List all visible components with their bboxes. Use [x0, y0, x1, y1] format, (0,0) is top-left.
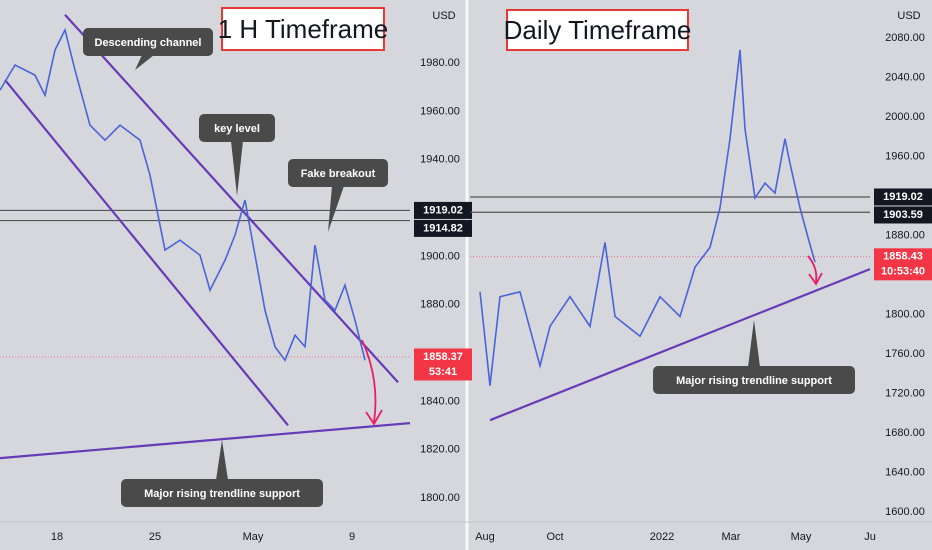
y-tick-label: 1940.00 — [420, 154, 460, 166]
x-tick-label: Ju — [864, 531, 876, 543]
callout-box — [653, 366, 855, 394]
price-tag-label: 1858.37 — [423, 351, 463, 363]
projection-arrow — [361, 339, 383, 426]
chart-title: Daily Timeframe — [504, 15, 692, 45]
callout-box — [121, 479, 323, 507]
callout-text: Major rising trendline support — [676, 375, 832, 387]
x-tick-label: Aug — [475, 531, 495, 543]
y-tick-label: 1820.00 — [420, 444, 460, 456]
price-tag — [414, 348, 472, 381]
x-tick-label: May — [243, 531, 264, 543]
chart-title: 1 H Timeframe — [218, 14, 389, 44]
y-axis-unit: USD — [897, 10, 920, 22]
x-tick-label: 25 — [149, 531, 161, 543]
callout-box — [288, 159, 388, 187]
x-tick-label: 9 — [349, 531, 355, 543]
price-tag — [414, 219, 472, 237]
y-tick-label: 1980.00 — [420, 57, 460, 69]
callout-pointer — [135, 55, 154, 70]
x-tick-label: Oct — [546, 531, 563, 543]
callout-text: Major rising trendline support — [144, 488, 300, 500]
callout-box — [83, 28, 213, 56]
price-tag-label: 1858.43 — [883, 251, 923, 263]
title-box — [506, 9, 689, 51]
price-tag — [874, 188, 932, 206]
title-box — [221, 7, 385, 51]
callout-text: key level — [214, 123, 260, 135]
y-tick-label: 1960.00 — [420, 105, 460, 117]
y-tick-label: 2080.00 — [885, 32, 925, 44]
price-line — [0, 27, 366, 362]
trend-line — [0, 422, 411, 460]
price-tag — [414, 201, 472, 219]
y-tick-label: 1680.00 — [885, 427, 925, 439]
price-tag — [874, 206, 932, 224]
price-tag-label: 1919.02 — [883, 191, 923, 203]
y-tick-label: 2000.00 — [885, 111, 925, 123]
y-tick-label: 1880.00 — [885, 229, 925, 241]
y-tick-label: 1800.00 — [885, 308, 925, 320]
callout-pointer — [216, 440, 228, 480]
price-tag-label: 1903.59 — [883, 209, 923, 221]
y-tick-label: 2040.00 — [885, 71, 925, 83]
callout-text: Fake breakout — [301, 168, 376, 180]
trend-line — [64, 14, 399, 384]
y-tick-label: 1900.00 — [420, 250, 460, 262]
trend-line — [4, 79, 289, 426]
countdown-label: 53:41 — [429, 366, 457, 378]
y-tick-label: 1960.00 — [885, 150, 925, 162]
price-tag-label: 1919.02 — [423, 204, 463, 216]
callout-pointer — [231, 141, 243, 196]
projection-arrow — [807, 255, 823, 286]
callout-pointer — [328, 186, 344, 232]
y-tick-label: 1600.00 — [885, 506, 925, 518]
x-tick-label: Mar — [722, 531, 741, 543]
y-axis-unit: USD — [432, 10, 455, 22]
price-line — [479, 49, 816, 386]
callout-box — [199, 114, 275, 142]
y-tick-label: 1760.00 — [885, 348, 925, 360]
x-tick-label: May — [791, 531, 812, 543]
y-tick-label: 1800.00 — [420, 492, 460, 504]
x-tick-label: 2022 — [650, 531, 674, 543]
price-tag — [874, 248, 932, 281]
y-tick-label: 1840.00 — [420, 395, 460, 407]
price-tag-label: 1914.82 — [423, 222, 463, 234]
callout-text: Descending channel — [95, 37, 202, 49]
y-tick-label: 1880.00 — [420, 299, 460, 311]
y-tick-label: 1640.00 — [885, 466, 925, 478]
x-tick-label: 18 — [51, 531, 63, 543]
countdown-label: 10:53:40 — [881, 266, 925, 278]
trend-line — [489, 268, 871, 422]
y-tick-label: 1720.00 — [885, 387, 925, 399]
callout-pointer — [748, 320, 760, 367]
